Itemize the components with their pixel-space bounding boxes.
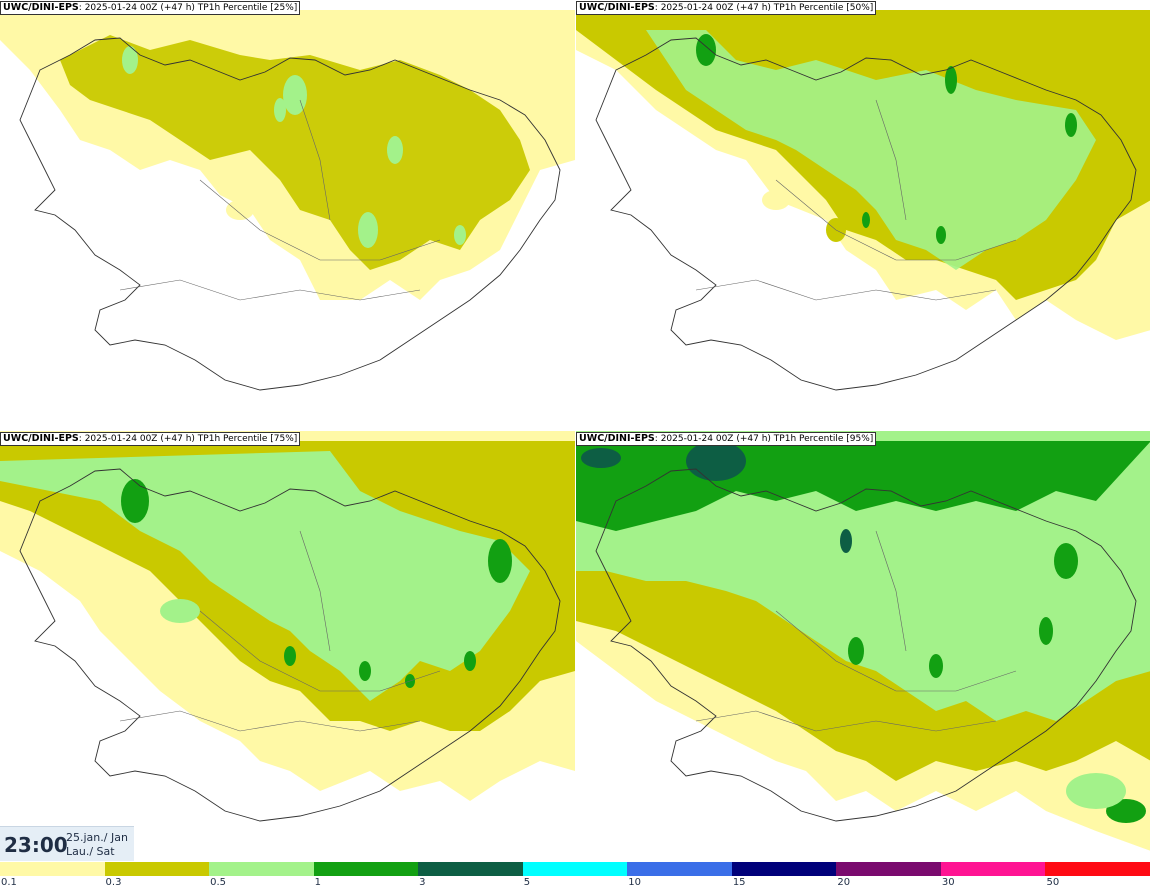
colorbar-tick-label: 10 [628,877,641,888]
colorbar-segment [1045,862,1150,876]
precip-field [0,10,575,300]
panel-title-p75: UWC/DINI-EPS: 2025-01-24 00Z (+47 h) TP1… [0,432,301,446]
colorbar-segment [940,862,1046,876]
precip-map-p25 [0,10,575,391]
map-panel-p95: UWC/DINI-EPS: 2025-01-24 00Z (+47 h) TP1… [576,431,1150,861]
map-panel-p50: UWC/DINI-EPS: 2025-01-24 00Z (+47 h) TP1… [576,0,1150,430]
valid-date: 25.jan./ Jan Lau./ Sat [66,831,128,859]
valid-date-line1: 25.jan./ Jan [66,831,128,844]
colorbar-tick-label: 0.1 [1,877,17,888]
map-panel-p75: UWC/DINI-EPS: 2025-01-24 00Z (+47 h) TP1… [0,431,575,861]
map-panel-p25: UWC/DINI-EPS: 2025-01-24 00Z (+47 h) TP1… [0,0,575,430]
colorbar-segment [313,862,419,876]
colorbar-tick-labels: 0.1 0.3 0.5 1 3 5 10 15 20 30 50 [0,876,1150,891]
precip-field [0,431,575,801]
colorbar-segment [731,862,837,876]
colorbar-tick-label: 30 [941,877,955,888]
precip-map-p75 [0,431,575,822]
colorbar-tick-label: 0.5 [210,877,226,888]
colorbar-segment [836,862,941,876]
colorbar-segment [209,862,314,876]
colorbar-segment [627,862,732,876]
precip-map-p95 [576,431,1150,851]
precip-map-p50 [576,10,1150,391]
precip-field [576,10,1150,340]
panel-title-p95: UWC/DINI-EPS: 2025-01-24 00Z (+47 h) TP1… [576,432,877,446]
colorbar-segment [104,862,210,876]
colorbar-tick-label: 15 [732,877,746,888]
colorbar-segment [522,862,628,876]
precip-colorbar [0,862,1150,876]
colorbar-tick-label: 0.3 [105,877,122,888]
valid-date-line2: Lau./ Sat [66,845,115,858]
precip-field [576,431,1150,851]
colorbar-tick-label: 50 [1046,877,1060,888]
colorbar-tick-label: 3 [419,877,426,888]
colorbar-segment [418,862,523,876]
panel-title-p50: UWC/DINI-EPS: 2025-01-24 00Z (+47 h) TP1… [576,1,877,15]
colorbar-tick-label: 1 [314,877,321,888]
panel-title-p25: UWC/DINI-EPS: 2025-01-24 00Z (+47 h) TP1… [0,1,301,15]
colorbar-segment [0,862,105,876]
colorbar-tick-label: 20 [837,877,851,888]
valid-time: 23:00 [4,833,68,857]
valid-time-box: 23:00 25.jan./ Jan Lau./ Sat [0,826,134,861]
colorbar-tick-label: 5 [523,877,531,888]
